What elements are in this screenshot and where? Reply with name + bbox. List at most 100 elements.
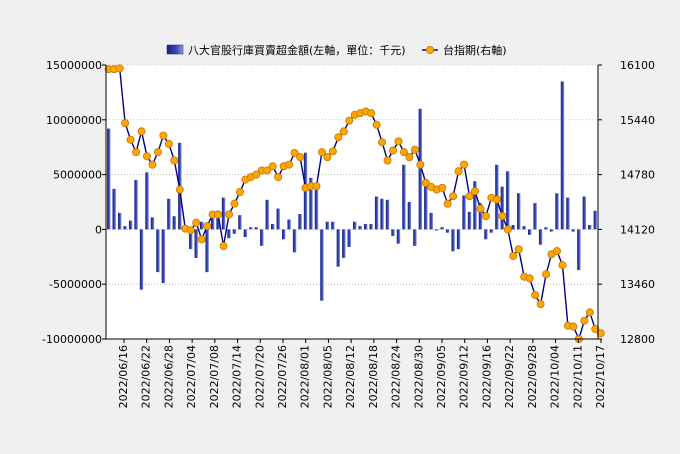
bar [314, 184, 319, 230]
bar [527, 229, 532, 235]
x-tick-label: 2022/08/18 [367, 345, 380, 408]
bar [161, 229, 166, 284]
bar [385, 199, 390, 230]
bar [276, 208, 280, 230]
bar [363, 223, 368, 230]
y-right-tick-label: 14780 [620, 169, 655, 182]
line-point [197, 235, 206, 244]
bar [374, 196, 379, 230]
line-point [498, 212, 507, 221]
x-tick-label: 2022/10/11 [571, 345, 584, 408]
line-point [388, 146, 397, 155]
line-series [104, 64, 605, 343]
bar [221, 197, 226, 230]
bar [112, 188, 116, 230]
x-tick-label: 2022/09/12 [458, 345, 471, 408]
y-left-tick-label: 0 [95, 223, 102, 236]
x-tick-label: 2022/08/12 [344, 345, 357, 408]
bar [325, 221, 330, 230]
line-point [230, 199, 239, 208]
line-point [235, 188, 244, 197]
line-point [531, 290, 540, 299]
x-tick-label: 2022/06/28 [162, 345, 175, 408]
bar [571, 229, 576, 232]
y-left-tick-label: 15000000 [46, 59, 102, 72]
line-point [481, 212, 490, 221]
bar [593, 210, 597, 230]
bar [243, 229, 248, 238]
bar [254, 227, 259, 230]
line-point [542, 270, 551, 279]
bar [538, 229, 543, 245]
axes [105, 65, 599, 340]
x-tick-label: 2022/07/26 [276, 345, 289, 408]
line-point [263, 166, 272, 175]
bar [517, 193, 521, 230]
bar [358, 226, 362, 230]
bar [172, 216, 177, 230]
x-tick-label: 2022/10/04 [549, 345, 562, 408]
line-point [175, 185, 184, 194]
line-point [142, 152, 151, 161]
legend-line-marker [425, 46, 434, 55]
line-point [219, 242, 228, 251]
bar [199, 221, 204, 230]
bar [156, 229, 160, 273]
bar [298, 214, 302, 230]
line-point [328, 147, 337, 156]
bar [320, 229, 324, 301]
line-point [345, 116, 354, 125]
bar [560, 81, 565, 230]
line-point [553, 246, 562, 255]
line-point [449, 192, 458, 201]
line-point [569, 322, 578, 331]
bar [210, 217, 215, 230]
line-point [224, 210, 233, 219]
legend-bar-label: 八大官股行庫買賣超金額(左軸，單位：千元) [188, 43, 406, 57]
x-tick-label: 2022/08/01 [299, 345, 312, 408]
bar [287, 219, 291, 230]
line-point [443, 199, 452, 208]
line-point [585, 308, 594, 317]
bar [445, 229, 450, 233]
bar [549, 229, 554, 232]
bar [336, 229, 341, 267]
bar [500, 186, 505, 230]
bar [582, 196, 587, 230]
line-point [164, 139, 173, 148]
bar [429, 212, 433, 230]
line-point [536, 300, 545, 309]
x-tick-label: 2022/08/30 [412, 345, 425, 408]
bar [424, 185, 428, 230]
bar [128, 220, 133, 230]
bar [413, 229, 417, 246]
bar [396, 229, 401, 244]
line-point [394, 137, 403, 146]
line-point [334, 133, 343, 142]
line-point [503, 225, 512, 234]
line-point [465, 192, 474, 201]
bar [347, 229, 351, 247]
x-tick-label: 2022/09/16 [480, 345, 493, 408]
line-point [367, 109, 376, 118]
line-point [153, 148, 162, 157]
y-left-tick-label: 10000000 [46, 114, 102, 127]
bar [238, 215, 242, 230]
x-tick-label: 2022/08/05 [321, 345, 334, 408]
bar [555, 193, 559, 230]
x-tick-label: 2022/07/14 [231, 345, 244, 408]
bar [462, 195, 466, 230]
x-axis: 2022/06/16 2022/06/22 2022/06/28 2022/07/04… [117, 339, 607, 408]
line-point [596, 329, 605, 338]
line-point [132, 148, 141, 157]
line-point [514, 245, 523, 254]
line-point [525, 274, 534, 283]
line-point [492, 195, 501, 204]
bar [489, 229, 494, 233]
line-point [372, 120, 381, 129]
x-tick-label: 2022/09/05 [435, 345, 448, 408]
line-point [121, 119, 130, 128]
line-point [290, 149, 299, 158]
